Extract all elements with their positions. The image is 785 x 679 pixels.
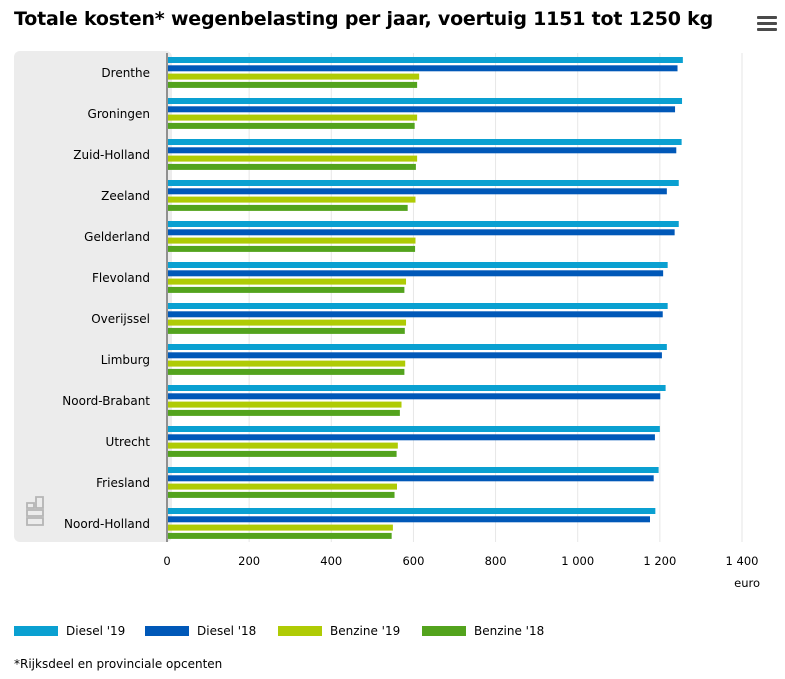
bar[interactable] — [168, 221, 679, 227]
bar[interactable] — [168, 196, 416, 203]
x-tick-label: 1 200 — [643, 554, 676, 568]
bar[interactable] — [168, 81, 418, 88]
category-panel — [14, 51, 172, 542]
bar[interactable] — [168, 327, 405, 334]
bar[interactable] — [168, 286, 405, 293]
bar[interactable] — [168, 426, 660, 432]
bar[interactable] — [168, 65, 678, 72]
bar[interactable] — [168, 147, 677, 154]
bar[interactable] — [168, 262, 668, 268]
category-label: Zeeland — [101, 189, 150, 203]
bar[interactable] — [168, 73, 420, 80]
category-label: Limburg — [101, 353, 150, 367]
legend-swatch — [14, 626, 58, 636]
bar-chart: Drenthe Groningen Zuid-Holland Zeeland Gelde… — [14, 51, 760, 590]
x-tick-label: 0 — [163, 554, 170, 568]
bar[interactable] — [168, 434, 655, 441]
bar[interactable] — [168, 278, 407, 285]
bar[interactable] — [168, 188, 667, 195]
bar[interactable] — [168, 385, 666, 391]
x-axis-label: euro — [734, 576, 760, 590]
bar[interactable] — [168, 467, 659, 473]
category-label: Overijssel — [91, 312, 150, 326]
bar[interactable] — [168, 303, 668, 309]
legend-label: Diesel '19 — [66, 624, 126, 638]
bar[interactable] — [168, 237, 416, 244]
category-label: Flevoland — [92, 271, 150, 285]
bar[interactable] — [168, 393, 661, 400]
bar[interactable] — [168, 450, 397, 457]
bar[interactable] — [168, 532, 392, 539]
bar[interactable] — [168, 409, 400, 416]
bar[interactable] — [168, 270, 664, 277]
category-label: Noord-Brabant — [62, 394, 150, 408]
footnote: *Rijksdeel en provinciale opcenten — [14, 657, 223, 671]
category-label: Gelderland — [84, 230, 150, 244]
x-tick-label: 1 400 — [726, 554, 759, 568]
bar[interactable] — [168, 491, 395, 498]
x-tick-label: 800 — [485, 554, 507, 568]
x-tick-label: 600 — [402, 554, 424, 568]
bar[interactable] — [168, 524, 393, 531]
bar[interactable] — [168, 483, 397, 490]
category-label: Noord-Holland — [64, 517, 150, 531]
bar[interactable] — [168, 344, 667, 350]
category-label: Drenthe — [101, 66, 150, 80]
category-label: Zuid-Holland — [73, 148, 150, 162]
x-tick-label: 200 — [238, 554, 260, 568]
bar[interactable] — [168, 139, 682, 145]
category-label: Friesland — [96, 476, 150, 490]
category-label: Groningen — [88, 107, 150, 121]
bar[interactable] — [168, 98, 683, 104]
bar[interactable] — [168, 106, 676, 113]
cbs-logo — [26, 496, 44, 526]
gridlines — [248, 53, 743, 542]
legend-swatch — [278, 626, 322, 636]
bar[interactable] — [168, 163, 416, 170]
bar[interactable] — [168, 204, 408, 211]
bar[interactable] — [168, 475, 654, 482]
menu-icon[interactable] — [757, 16, 777, 32]
bar[interactable] — [168, 360, 406, 367]
legend-label: Benzine '18 — [474, 624, 545, 638]
bar[interactable] — [168, 516, 650, 523]
bar[interactable] — [168, 508, 656, 514]
legend-swatch — [422, 626, 466, 636]
bar[interactable] — [168, 57, 683, 63]
legend-swatch — [145, 626, 189, 636]
x-tick-label: 1 000 — [561, 554, 594, 568]
legend-label: Benzine '19 — [330, 624, 401, 638]
category-label: Utrecht — [106, 435, 151, 449]
bar[interactable] — [168, 180, 679, 186]
bar[interactable] — [168, 311, 663, 318]
bar[interactable] — [168, 401, 402, 408]
bar[interactable] — [168, 155, 418, 162]
bar[interactable] — [168, 352, 662, 359]
bar[interactable] — [168, 229, 675, 236]
x-tick-label: 400 — [320, 554, 342, 568]
bar[interactable] — [168, 245, 416, 252]
chart-title: Totale kosten* wegenbelasting per jaar, … — [14, 8, 713, 30]
bar[interactable] — [168, 122, 415, 129]
bar[interactable] — [168, 114, 418, 121]
legend-label: Diesel '18 — [197, 624, 257, 638]
bar[interactable] — [168, 319, 407, 326]
bar[interactable] — [168, 442, 398, 449]
bar[interactable] — [168, 368, 405, 375]
